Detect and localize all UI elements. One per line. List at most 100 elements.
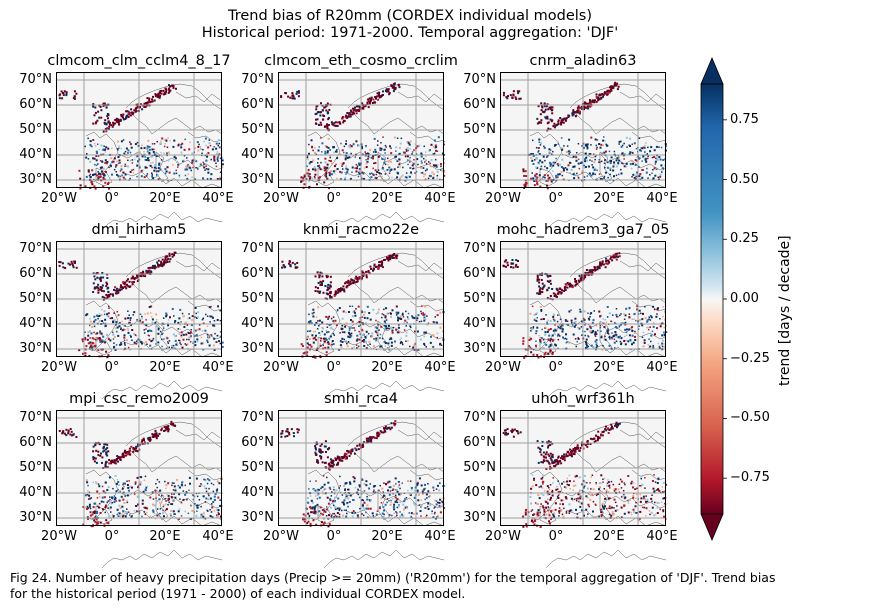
lat-tick-label: 40°N [19, 316, 52, 331]
panel-title-smhi-rca4: smhi_rca4 [324, 391, 398, 407]
lat-tick-label: 30°N [19, 172, 52, 187]
lon-tick-label: 20°W [263, 191, 299, 206]
colorbar-tick-label: 0.00 [730, 291, 759, 306]
lon-tick-label: 40°E [202, 360, 234, 375]
caption-line-1: Fig 24. Number of heavy precipitation da… [10, 570, 776, 585]
lat-tick-label: 60°N [19, 97, 52, 112]
panel-title-mohc-hadrem3-ga7-05: mohc_hadrem3_ga7_05 [496, 222, 670, 238]
lat-tick-label: 40°N [241, 485, 274, 500]
lon-tick-label: 40°E [424, 191, 456, 206]
lat-tick-label: 70°N [19, 410, 52, 425]
lon-tick-label: 20°E [149, 360, 181, 375]
panel-title-uhoh-wrf361h: uhoh_wrf361h [531, 391, 635, 407]
lat-tick-label: 50°N [241, 460, 274, 475]
lon-tick-label: 0° [326, 191, 342, 206]
lon-tick-label: 20°E [371, 360, 403, 375]
lat-tick-label: 40°N [463, 316, 496, 331]
map-panel-uhoh-wrf361h [500, 410, 668, 569]
lon-tick-label: 20°E [593, 529, 625, 544]
colorbar-tick-label: −0.25 [730, 350, 770, 366]
lon-tick-label: 20°W [485, 529, 521, 544]
map-panel-mpi-csc-remo2009 [56, 410, 223, 569]
lon-tick-label: 40°E [202, 191, 234, 206]
lon-tick-label: 20°W [485, 360, 521, 375]
lon-tick-label: 0° [104, 529, 120, 544]
lon-tick-label: 0° [104, 360, 120, 375]
lon-tick-label: 20°W [41, 191, 77, 206]
lat-tick-label: 50°N [241, 122, 274, 137]
colorbar-extend-bottom [700, 513, 724, 542]
lon-tick-label: 20°E [593, 360, 625, 375]
lat-tick-label: 30°N [19, 510, 52, 525]
lon-tick-label: 20°E [149, 529, 181, 544]
lat-tick-label: 50°N [463, 122, 496, 137]
lat-tick-label: 30°N [241, 172, 274, 187]
figure-title-line-1: Trend bias of R20mm (CORDEX individual m… [227, 8, 593, 24]
panel-title-mpi-csc-remo2009: mpi_csc_remo2009 [69, 391, 209, 407]
lon-tick-label: 40°E [424, 529, 456, 544]
panel-title-clmcom-clm-cclm4-8-17: clmcom_clm_cclm4_8_17 [47, 53, 231, 69]
lat-tick-label: 30°N [19, 341, 52, 356]
lat-tick-label: 40°N [19, 147, 52, 162]
lat-tick-label: 50°N [463, 291, 496, 306]
lon-tick-label: 20°E [149, 191, 181, 206]
lat-tick-label: 60°N [463, 435, 496, 450]
map-panel-clmcom-clm-cclm4-8-17 [56, 72, 224, 231]
lon-tick-label: 20°W [41, 360, 77, 375]
lat-tick-label: 30°N [463, 341, 496, 356]
panel-title-dmi-hirham5: dmi_hirham5 [91, 222, 187, 238]
map-panel-cnrm-aladin63 [500, 72, 668, 231]
lat-tick-label: 50°N [19, 122, 52, 137]
lat-tick-label: 40°N [463, 147, 496, 162]
lat-tick-label: 70°N [241, 241, 274, 256]
lat-tick-label: 70°N [463, 241, 496, 256]
lat-tick-label: 50°N [463, 460, 496, 475]
lon-tick-label: 0° [548, 529, 564, 544]
map-panel-knmi-racmo22e [278, 241, 445, 400]
lon-tick-label: 20°W [485, 191, 521, 206]
lon-tick-label: 40°E [202, 529, 234, 544]
lon-tick-label: 20°W [41, 529, 77, 544]
lon-tick-label: 0° [548, 360, 564, 375]
lon-tick-label: 40°E [646, 529, 678, 544]
lat-tick-label: 30°N [463, 172, 496, 187]
map-panel-mohc-hadrem3-ga7-05 [500, 241, 668, 400]
colorbar-tick-label: 0.25 [730, 231, 759, 247]
lat-tick-label: 60°N [19, 435, 52, 450]
map-panel-clmcom-eth-cosmo-crclim [278, 72, 446, 231]
lon-tick-label: 20°W [263, 529, 299, 544]
caption-line-2: for the historical period (1971 - 2000) … [10, 586, 466, 601]
lat-tick-label: 60°N [463, 97, 496, 112]
lat-tick-label: 40°N [463, 485, 496, 500]
lat-tick-label: 50°N [241, 291, 274, 306]
colorbar [700, 56, 727, 542]
map-panel-smhi-rca4 [278, 410, 446, 569]
panel-title-knmi-racmo22e: knmi_racmo22e [302, 222, 420, 238]
lat-tick-label: 60°N [241, 97, 274, 112]
lon-tick-label: 20°E [593, 191, 625, 206]
lon-tick-label: 40°E [646, 360, 678, 375]
colorbar-body [700, 83, 724, 515]
colorbar-tick-label: −0.75 [730, 470, 770, 486]
lat-tick-label: 70°N [463, 72, 496, 87]
colorbar-tick-label: 0.75 [730, 111, 759, 127]
lon-tick-label: 40°E [424, 360, 456, 375]
figure-caption: Fig 24. Number of heavy precipitation da… [10, 570, 870, 602]
lon-tick-label: 0° [326, 529, 342, 544]
lat-tick-label: 70°N [241, 410, 274, 425]
lat-tick-label: 30°N [241, 341, 274, 356]
colorbar-tick-label: 0.50 [730, 171, 759, 187]
lat-tick-label: 70°N [19, 241, 52, 256]
lat-tick-label: 30°N [463, 510, 496, 525]
colorbar-tick-label: −0.50 [730, 410, 770, 426]
lon-tick-label: 20°E [371, 529, 403, 544]
colorbar-label: trend [days / decade] [777, 235, 793, 386]
lat-tick-label: 40°N [241, 316, 274, 331]
lat-tick-label: 70°N [241, 72, 274, 87]
lat-tick-label: 50°N [19, 460, 52, 475]
lat-tick-label: 60°N [241, 435, 274, 450]
colorbar-extend-top [700, 56, 724, 85]
lat-tick-label: 40°N [19, 485, 52, 500]
map-panel-dmi-hirham5 [56, 241, 224, 400]
lat-tick-label: 70°N [19, 72, 52, 87]
